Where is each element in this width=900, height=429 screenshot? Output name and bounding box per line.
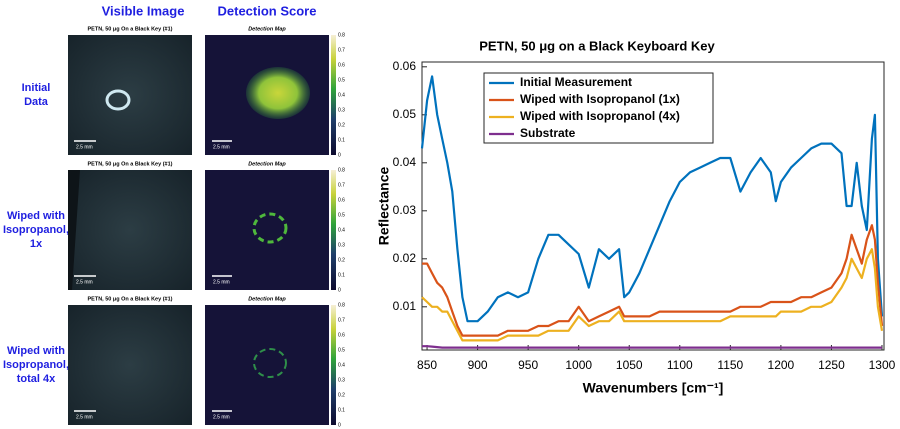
x-tick-label: 1200 (768, 358, 795, 372)
colorbar-tick-label: 0.1 (338, 137, 345, 143)
scale-label: 2.5 mm (76, 144, 93, 150)
x-tick-label: 900 (468, 358, 488, 372)
series-line (420, 75, 884, 323)
colorbar-tick-label: 0.7 (338, 182, 345, 188)
chart-title: PETN, 50 μg on a Black Keyboard Key (479, 38, 715, 53)
colorbar-tick-label: 0 (338, 422, 341, 428)
row-label: Wiped with (7, 345, 65, 357)
y-tick-label: 0.01 (393, 299, 417, 313)
colorbar-tick-label: 0.7 (338, 47, 345, 53)
colorbar-tick-label: 0.3 (338, 107, 345, 113)
colorbar-tick-label: 0.3 (338, 377, 345, 383)
x-axis-label: Wavenumbers [cm⁻¹] (583, 380, 724, 396)
legend-box (483, 72, 714, 144)
series-line (422, 224, 884, 337)
colorbar-tick-label: 0.3 (338, 242, 345, 248)
colorbar-tick-label: 0.5 (338, 347, 345, 353)
scale-label: 2.5 mm (213, 414, 230, 420)
x-tick-label: 850 (417, 358, 437, 372)
colorbar-tick-label: 0.2 (338, 257, 345, 263)
colorbar-tick-label: 0.7 (338, 317, 345, 323)
row-label: Initial (22, 82, 51, 94)
colorbar-tick-label: 0 (338, 287, 341, 293)
residue-ring (105, 89, 131, 111)
legend-label: Substrate (520, 126, 576, 140)
colorbar-tick-label: 0.6 (338, 62, 345, 68)
row-label: Isopropanol, (3, 359, 69, 371)
key-edge (68, 170, 80, 290)
colorbar-tick-label: 0.4 (338, 92, 345, 98)
x-tick-label: 1050 (616, 358, 643, 372)
map-title: Detection Map (248, 161, 286, 167)
row-label: Isopropanol, (3, 224, 69, 236)
legend-label: Wiped with Isopropanol (4x) (520, 109, 680, 123)
x-tick-label: 1100 (667, 358, 693, 372)
colorbar-tick-label: 0.1 (338, 272, 345, 278)
x-tick-label: 950 (518, 358, 538, 372)
detection-map (205, 305, 329, 425)
image-title: PETN, 50 μg On a Black Key (#1) (88, 161, 173, 167)
colorbar-tick-label: 0.6 (338, 332, 345, 338)
colorbar-tick-label: 0.2 (338, 122, 345, 128)
colorbar (331, 35, 336, 155)
y-tick-label: 0.03 (393, 203, 417, 217)
detection-map (205, 170, 329, 290)
row-label: Wiped with (7, 210, 65, 222)
colorbar-tick-label: 0.8 (338, 302, 345, 308)
column-header: Detection Score (218, 3, 317, 18)
row-label: 1x (30, 238, 43, 250)
colorbar-tick-label: 0.8 (338, 167, 345, 173)
legend-label: Initial Measurement (520, 75, 632, 89)
image-title: PETN, 50 μg On a Black Key (#1) (88, 26, 173, 32)
y-tick-label: 0.05 (393, 107, 417, 121)
colorbar (331, 170, 336, 290)
x-tick-label: 1150 (717, 358, 743, 372)
y-tick-label: 0.04 (393, 155, 417, 169)
map-title: Detection Map (248, 26, 286, 32)
detection-arc (253, 348, 287, 378)
x-tick-label: 1000 (565, 358, 592, 372)
detection-blob (246, 67, 310, 119)
colorbar-tick-label: 0.5 (338, 77, 345, 83)
y-tick-label: 0.02 (393, 251, 417, 265)
colorbar-tick-label: 0.6 (338, 197, 345, 203)
x-tick-label: 1250 (818, 358, 845, 372)
series-line (422, 345, 882, 349)
scale-label: 2.5 mm (76, 279, 93, 285)
colorbar-tick-label: 0.1 (338, 407, 345, 413)
legend-label: Wiped with Isopropanol (1x) (520, 92, 680, 106)
colorbar-tick-label: 0.8 (338, 32, 345, 38)
scale-label: 2.5 mm (76, 414, 93, 420)
map-title: Detection Map (248, 296, 286, 302)
column-header: Visible Image (102, 3, 185, 18)
x-tick-label: 1300 (869, 358, 896, 372)
detection-arc (252, 212, 288, 244)
colorbar-tick-label: 0.4 (338, 227, 345, 233)
row-label: total 4x (17, 373, 56, 385)
colorbar (331, 305, 336, 425)
series-line (421, 248, 884, 342)
scale-label: 2.5 mm (213, 144, 230, 150)
y-axis-label: Reflectance (376, 166, 392, 245)
colorbar-tick-label: 0.2 (338, 392, 345, 398)
colorbar-tick-label: 0.5 (338, 212, 345, 218)
visible-image (68, 35, 192, 155)
colorbar-tick-label: 0 (338, 152, 341, 158)
row-label: Data (24, 96, 49, 108)
visible-image (68, 170, 192, 290)
y-tick-label: 0.06 (393, 59, 417, 73)
colorbar-tick-label: 0.4 (338, 362, 345, 368)
visible-image (68, 305, 192, 425)
scale-label: 2.5 mm (213, 279, 230, 285)
image-title: PETN, 50 μg On a Black Key (#1) (88, 296, 173, 302)
